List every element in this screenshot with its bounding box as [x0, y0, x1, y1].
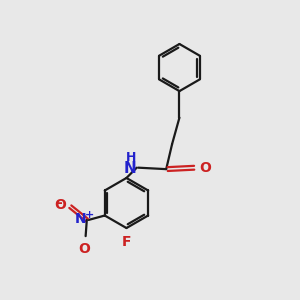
Text: N: N	[75, 212, 87, 226]
Text: O: O	[55, 198, 67, 212]
Text: O: O	[78, 242, 90, 256]
Text: O: O	[200, 161, 211, 175]
Text: N: N	[124, 161, 137, 176]
Text: F: F	[122, 235, 131, 248]
Text: -: -	[56, 196, 62, 210]
Text: +: +	[85, 210, 94, 220]
Text: H: H	[126, 151, 136, 164]
